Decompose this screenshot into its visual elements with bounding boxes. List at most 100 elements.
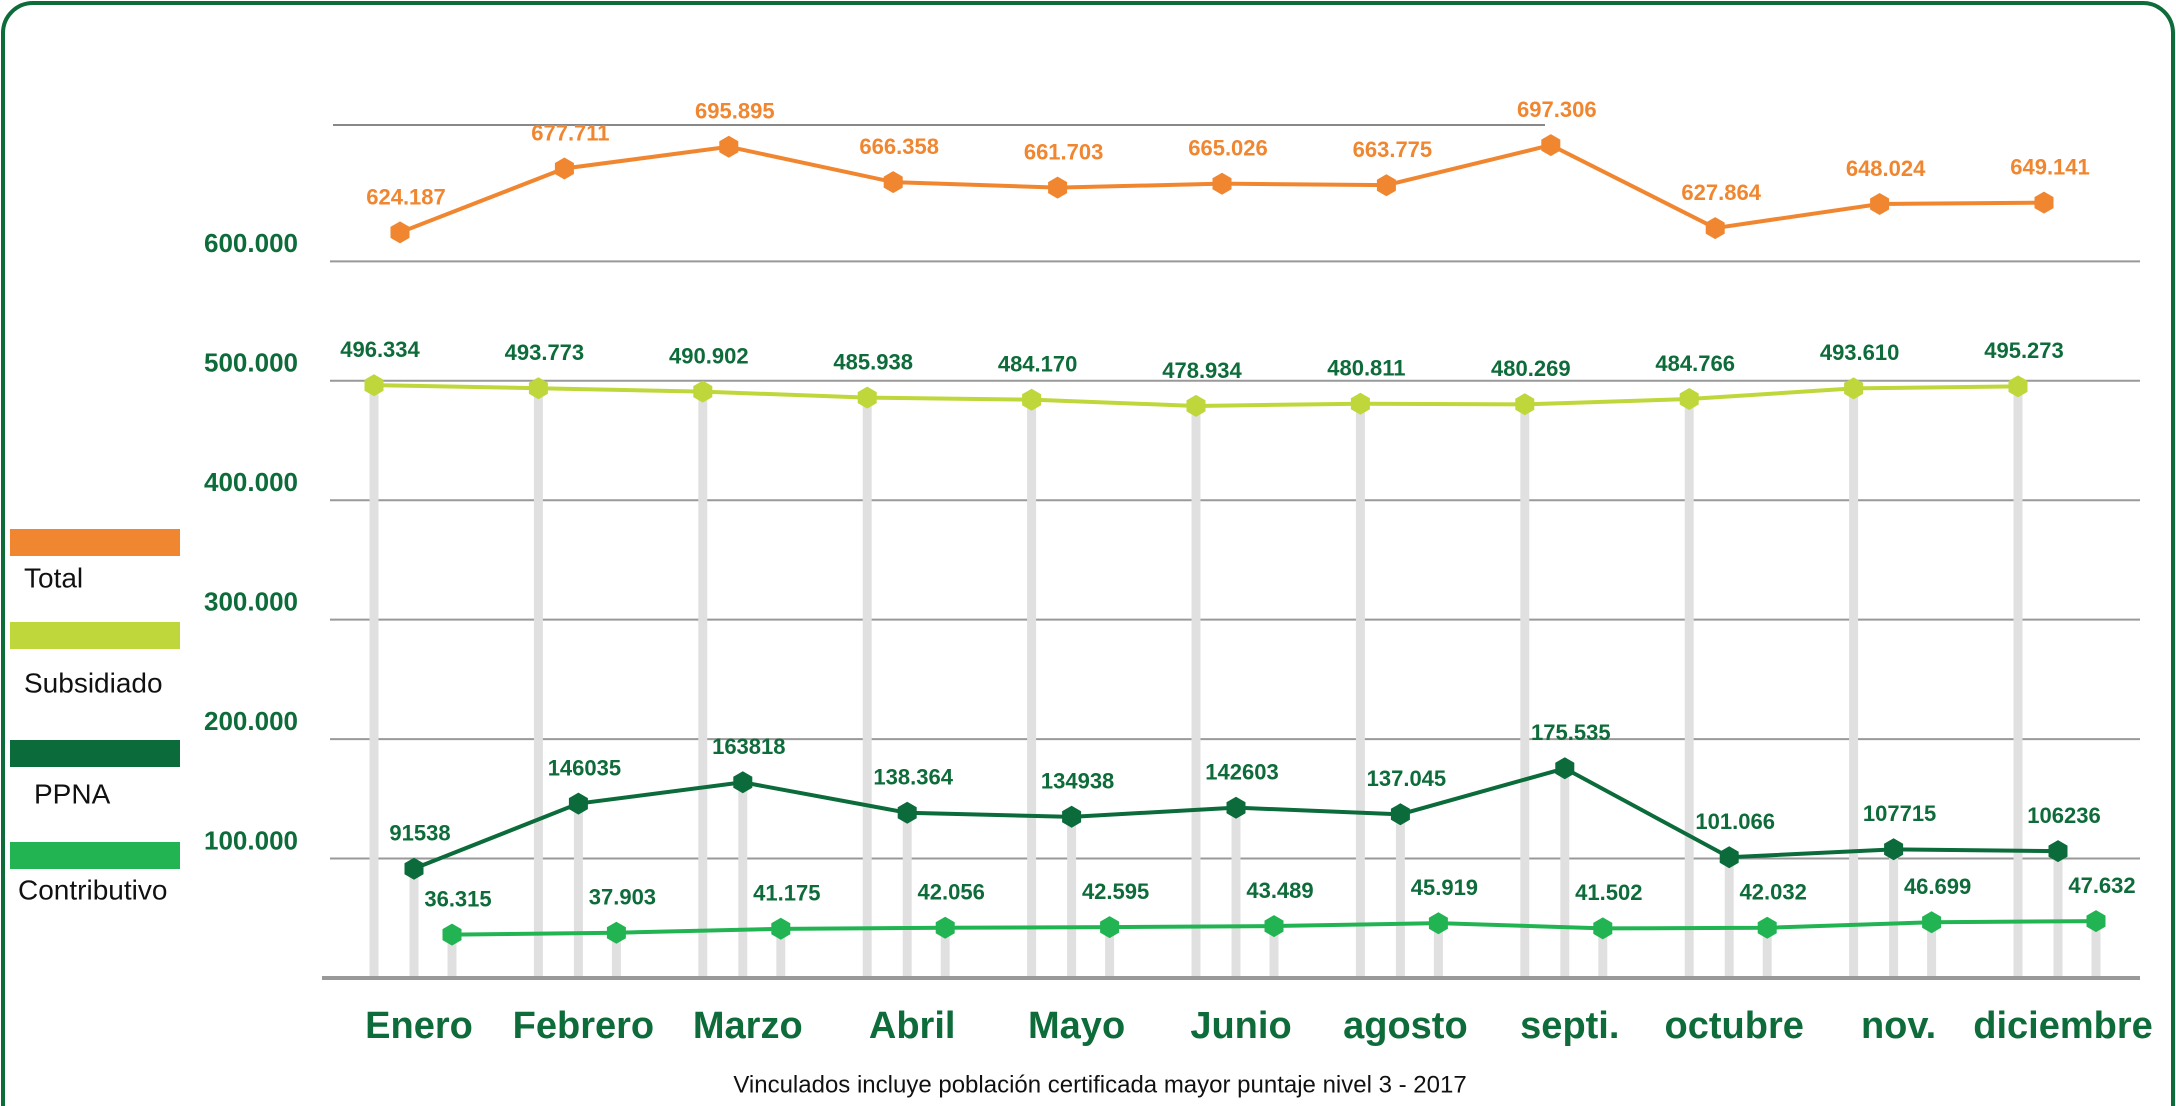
value-label: 627.864	[1681, 180, 1761, 205]
y-tick-label: 400.000	[204, 467, 298, 497]
legend-swatch	[10, 740, 180, 767]
point	[1679, 388, 1699, 410]
value-label: 46.699	[1904, 874, 1971, 899]
value-label: 146035	[548, 755, 621, 780]
y-tick-label: 500.000	[204, 348, 298, 378]
y-tick-label: 100.000	[204, 825, 298, 855]
legend-label: Contributivo	[18, 874, 167, 905]
point	[1541, 134, 1561, 157]
value-label: 137.045	[1367, 766, 1447, 791]
point	[733, 771, 753, 794]
value-label: 47.632	[2068, 873, 2135, 898]
value-label: 138.364	[873, 765, 953, 790]
point	[1844, 377, 1864, 400]
point	[364, 374, 384, 397]
value-label: 484.170	[998, 351, 1078, 376]
point	[1555, 757, 1575, 780]
point	[2034, 191, 2054, 214]
value-label: 134938	[1041, 769, 1114, 794]
value-label: 666.358	[859, 134, 939, 159]
value-label: 101.066	[1695, 809, 1775, 834]
x-tick-label: diciembre	[1973, 1005, 2153, 1047]
value-label: 41.502	[1575, 880, 1642, 905]
value-label: 665.026	[1188, 135, 1268, 160]
value-label: 478.934	[1162, 358, 1242, 383]
point	[1719, 846, 1739, 869]
point	[1048, 176, 1068, 199]
point	[2008, 375, 2028, 398]
x-tick-label: agosto	[1343, 1005, 1468, 1047]
value-label: 485.938	[833, 349, 913, 374]
y-tick-label: 300.000	[204, 587, 298, 617]
point	[1428, 912, 1448, 935]
value-label: 175.535	[1531, 720, 1611, 745]
point	[1100, 916, 1120, 939]
point	[1212, 172, 1232, 195]
value-label: 661.703	[1024, 139, 1104, 164]
value-label: 648.024	[1846, 156, 1926, 181]
point	[1226, 796, 1246, 819]
point	[568, 792, 588, 815]
value-label: 697.306	[1517, 97, 1597, 122]
point	[719, 135, 739, 158]
point	[606, 921, 626, 944]
point	[528, 377, 548, 400]
value-label: 42.595	[1082, 879, 1149, 904]
point	[1350, 392, 1370, 415]
point	[1593, 917, 1613, 940]
point	[1757, 916, 1777, 939]
point	[1062, 805, 1082, 828]
value-label: 41.175	[753, 881, 820, 906]
point	[883, 171, 903, 194]
value-label: 495.273	[1984, 338, 2064, 363]
point	[1884, 838, 1904, 861]
x-tick-label: octubre	[1665, 1005, 1804, 1047]
point	[390, 221, 410, 244]
value-label: 42.056	[918, 880, 985, 905]
value-label: 493.773	[505, 340, 585, 365]
x-tick-label: Marzo	[693, 1005, 803, 1047]
x-tick-label: septi.	[1520, 1005, 1619, 1047]
value-label: 43.489	[1246, 878, 1313, 903]
x-tick-label: Enero	[365, 1005, 473, 1047]
legend-swatch	[10, 529, 180, 556]
footnote: Vinculados incluye población certificada…	[733, 1071, 1466, 1098]
point	[857, 386, 877, 409]
value-label: 42.032	[1740, 880, 1807, 905]
value-label: 663.775	[1353, 137, 1433, 162]
x-tick-label: Mayo	[1028, 1005, 1125, 1047]
x-tick-label: nov.	[1861, 1005, 1936, 1047]
value-label: 37.903	[589, 885, 656, 910]
point	[1264, 915, 1284, 938]
value-label: 480.269	[1491, 356, 1571, 381]
point	[442, 923, 462, 946]
point	[1515, 393, 1535, 416]
point	[771, 917, 791, 940]
value-label: 91538	[389, 820, 450, 845]
value-label: 142603	[1205, 759, 1278, 784]
value-label: 480.811	[1327, 356, 1405, 381]
value-label: 36.315	[424, 886, 491, 911]
value-label: 163818	[712, 734, 785, 759]
point	[1022, 388, 1042, 411]
legend-swatch	[10, 622, 180, 649]
value-label: 484.766	[1655, 351, 1735, 376]
value-label: 677.711	[531, 120, 609, 145]
point	[2048, 840, 2068, 863]
value-label: 496.334	[340, 337, 420, 362]
y-tick-label: 200.000	[204, 706, 298, 736]
point	[1922, 911, 1942, 934]
point	[404, 857, 424, 880]
value-label: 695.895	[695, 99, 775, 124]
point	[554, 157, 574, 180]
legend-label: PPNA	[34, 778, 111, 809]
x-tick-label: Febrero	[513, 1005, 654, 1047]
point	[935, 916, 955, 939]
x-tick-label: Abril	[869, 1005, 956, 1047]
point	[1186, 394, 1206, 417]
value-label: 45.919	[1411, 875, 1478, 900]
point	[2086, 910, 2106, 933]
